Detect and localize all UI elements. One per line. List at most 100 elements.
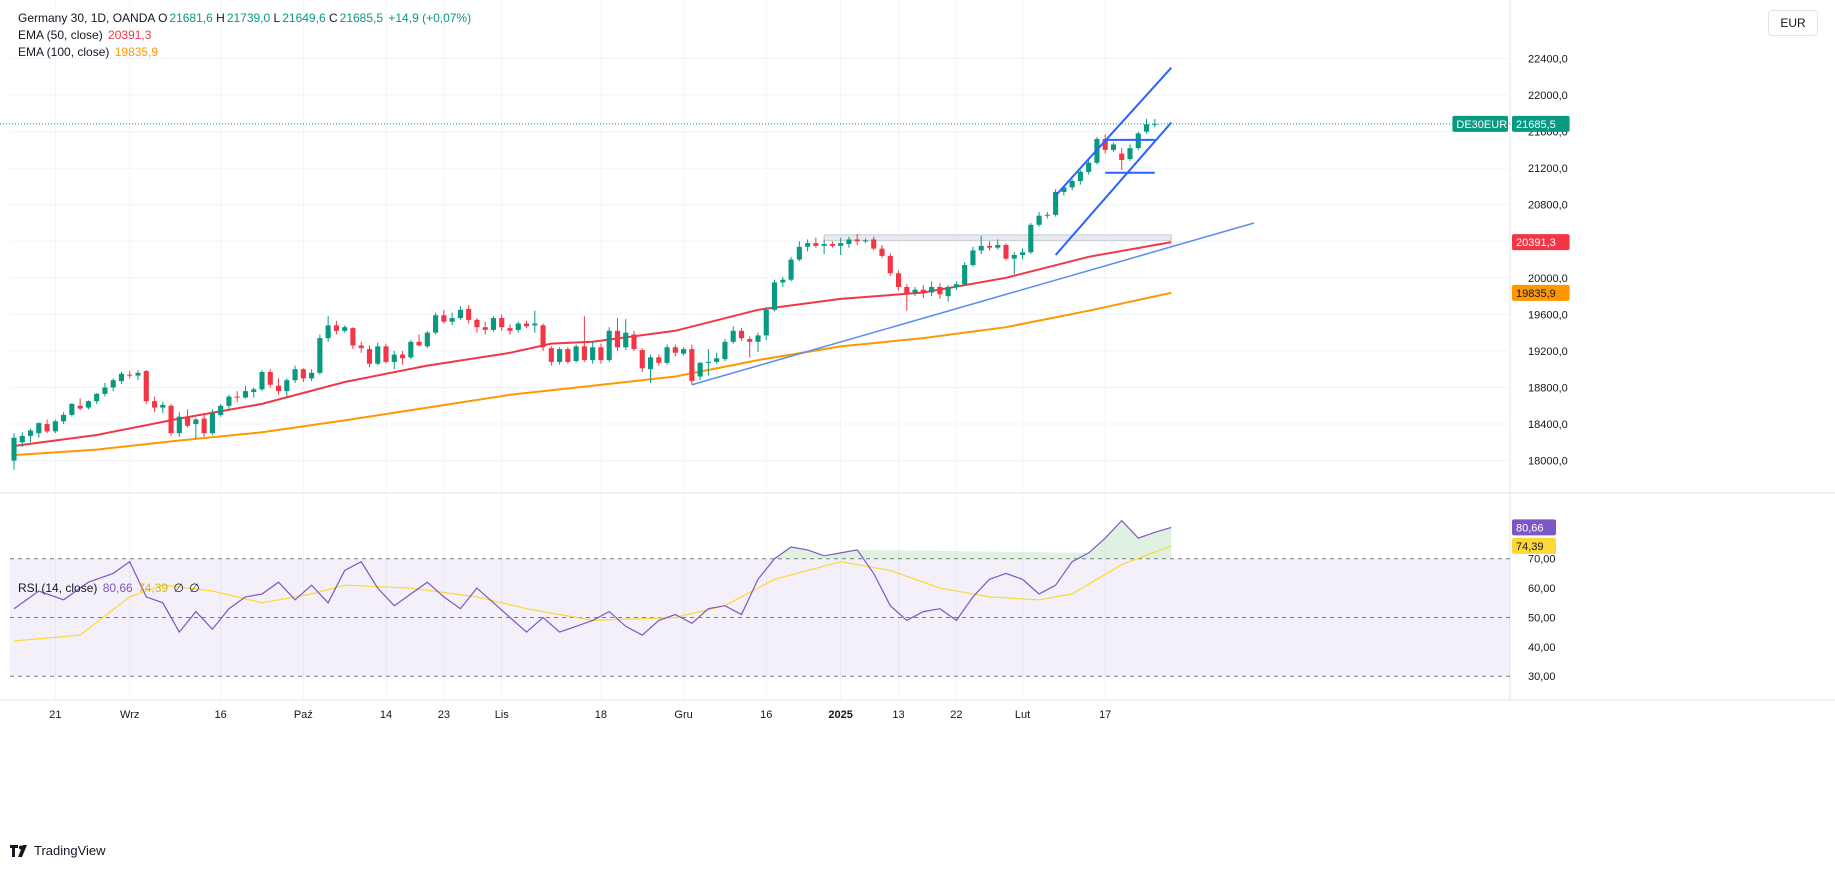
candle-body (722, 341, 728, 360)
candle-body (1011, 255, 1017, 259)
candle-body (829, 244, 835, 246)
low-value: 21649,6 (282, 11, 326, 25)
symbol-title: Germany 30, 1D, OANDA (18, 11, 155, 25)
ema100-label: EMA (100, close) (18, 45, 110, 59)
symbol-tag-bg (1452, 115, 1508, 132)
trendline (1054, 121, 1173, 256)
price-tick-label: 20000,0 (1528, 273, 1568, 285)
candle-body (672, 347, 678, 353)
candle-body (1077, 171, 1083, 181)
rsi-ma-value: 74,39 (138, 581, 169, 595)
candle-body (383, 346, 389, 362)
candle-body (391, 354, 397, 362)
candle-body (317, 338, 323, 373)
candle-body (573, 346, 579, 361)
candle-body (895, 273, 902, 287)
candle-body (623, 332, 629, 348)
candle-body (151, 401, 158, 408)
candle-body (366, 349, 373, 364)
open-value: 21681,6 (169, 11, 213, 25)
tradingview-logo[interactable]: TradingView (10, 843, 106, 858)
price-tick-label: 18000,0 (1528, 456, 1568, 468)
candle-body (1044, 214, 1050, 216)
tradingview-logo-icon (10, 844, 27, 857)
candle-body (879, 248, 885, 256)
candle-body (36, 423, 42, 434)
candle-body (300, 369, 306, 379)
time-tick-label: 13 (892, 709, 904, 721)
ema50-label: EMA (50, close) (18, 28, 103, 42)
price-tick-label: 20800,0 (1528, 200, 1568, 212)
candle-body (507, 328, 513, 331)
candle-body (110, 380, 116, 388)
candle-body (846, 239, 852, 245)
candle-body (1053, 191, 1059, 215)
candle-body (548, 348, 554, 362)
candle-body (52, 421, 58, 432)
candle-body (1102, 138, 1108, 150)
ema100-line (13, 291, 1172, 457)
candle-body (647, 357, 654, 370)
candle-body (408, 341, 414, 358)
rsi-tick-label: 50,00 (1528, 612, 1556, 624)
change-value: +14,9 (+0,07%) (388, 11, 472, 25)
price-tick-label: 22400,0 (1528, 54, 1568, 66)
time-tick-label: 21 (49, 709, 61, 721)
rsi-tick-label: 70,00 (1528, 554, 1556, 566)
candle-body (499, 318, 505, 328)
ema50-tag: 20391,3 (1516, 237, 1556, 249)
candle-body (416, 341, 422, 346)
high-key: H (216, 11, 225, 25)
ema100-tag-bg (1512, 284, 1570, 301)
candle-body (523, 323, 530, 327)
time-tick-label: 16 (215, 709, 227, 721)
candle-body (358, 345, 364, 349)
candle-body (986, 245, 993, 248)
price-pane (0, 0, 1510, 488)
price-tick-label: 22000,0 (1528, 90, 1568, 102)
candle-body (854, 239, 860, 242)
candle-body (309, 372, 315, 379)
time-tick-label: 22 (950, 709, 962, 721)
candle-body (251, 389, 257, 393)
rsi-extra-1: ∅ (173, 581, 184, 595)
candle-body (441, 315, 447, 322)
candle-body (805, 243, 811, 247)
candle-body (474, 319, 480, 328)
rsi-tick-label: 40,00 (1528, 642, 1556, 654)
candle-body (714, 358, 720, 362)
rsi-tick-label: 30,00 (1528, 671, 1556, 683)
rsi-line (13, 519, 1172, 636)
price-tick-label: 19600,0 (1528, 309, 1568, 321)
candle-body (193, 419, 199, 425)
candle-body (515, 323, 521, 330)
rsi-tag: 80,66 (1516, 522, 1544, 534)
symbol-tag: DE30EUR (1456, 119, 1507, 131)
candle-body (540, 325, 546, 348)
candle-body (681, 349, 687, 354)
currency-button[interactable]: EUR (1768, 10, 1818, 36)
candle-body (267, 371, 273, 385)
candle-body (929, 286, 935, 293)
candle-body (19, 435, 25, 443)
candle-body (962, 265, 968, 285)
candle-body (433, 315, 439, 333)
candle-body (350, 328, 356, 346)
candle-body (234, 396, 240, 398)
candle-body (920, 289, 926, 293)
price-legend: Germany 30, 1D, OANDA O 21681,6 H 21739,0 … (18, 10, 471, 61)
time-tick-label: Gru (674, 709, 692, 721)
candle-body (1019, 252, 1026, 255)
candle-body (143, 371, 149, 402)
candle-body (325, 325, 331, 339)
time-tick-label: Wrz (120, 709, 139, 721)
time-tick-label: 14 (380, 709, 392, 721)
candle-body (1127, 148, 1133, 160)
candle-body (85, 401, 91, 408)
candle-body (375, 346, 381, 364)
candle-body (94, 393, 100, 402)
close-key: C (328, 11, 338, 25)
last-price-tag-bg (1512, 115, 1570, 132)
rsi-tag-bg (1512, 519, 1556, 536)
